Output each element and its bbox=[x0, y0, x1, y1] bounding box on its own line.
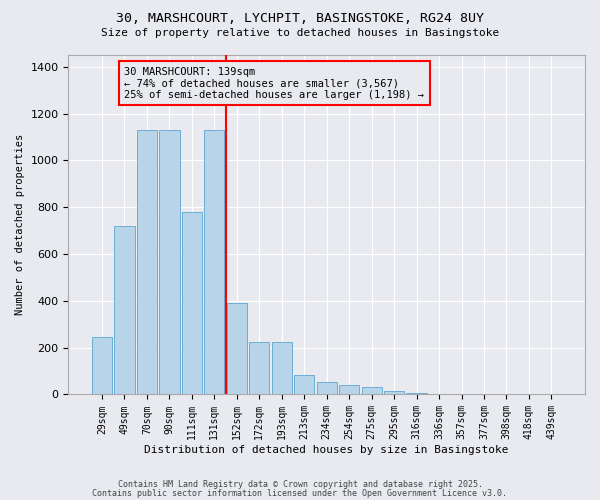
Bar bbox=[182, 212, 202, 394]
Bar bbox=[294, 374, 314, 394]
X-axis label: Distribution of detached houses by size in Basingstoke: Distribution of detached houses by size … bbox=[145, 445, 509, 455]
Bar bbox=[317, 382, 337, 394]
Y-axis label: Number of detached properties: Number of detached properties bbox=[15, 134, 25, 316]
Bar bbox=[92, 337, 112, 394]
Text: Contains public sector information licensed under the Open Government Licence v3: Contains public sector information licen… bbox=[92, 488, 508, 498]
Bar bbox=[249, 342, 269, 394]
Bar bbox=[204, 130, 224, 394]
Text: 30 MARSHCOURT: 139sqm
← 74% of detached houses are smaller (3,567)
25% of semi-d: 30 MARSHCOURT: 139sqm ← 74% of detached … bbox=[124, 66, 424, 100]
Bar bbox=[362, 388, 382, 394]
Text: Size of property relative to detached houses in Basingstoke: Size of property relative to detached ho… bbox=[101, 28, 499, 38]
Bar bbox=[384, 391, 404, 394]
Bar bbox=[137, 130, 157, 394]
Bar bbox=[115, 226, 134, 394]
Text: Contains HM Land Registry data © Crown copyright and database right 2025.: Contains HM Land Registry data © Crown c… bbox=[118, 480, 482, 489]
Bar bbox=[227, 303, 247, 394]
Bar bbox=[272, 342, 292, 394]
Text: 30, MARSHCOURT, LYCHPIT, BASINGSTOKE, RG24 8UY: 30, MARSHCOURT, LYCHPIT, BASINGSTOKE, RG… bbox=[116, 12, 484, 26]
Bar bbox=[339, 385, 359, 394]
Bar bbox=[159, 130, 179, 394]
